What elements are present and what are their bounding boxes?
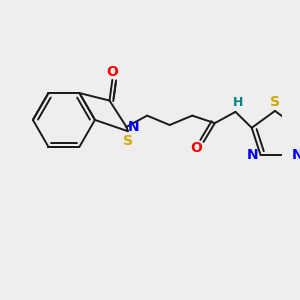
Text: N: N bbox=[246, 148, 258, 162]
Text: S: S bbox=[123, 134, 133, 148]
Text: S: S bbox=[270, 95, 280, 110]
Text: H: H bbox=[233, 96, 244, 109]
Text: O: O bbox=[106, 65, 118, 80]
Text: N: N bbox=[292, 148, 300, 162]
Text: O: O bbox=[190, 141, 202, 154]
Text: N: N bbox=[128, 120, 140, 134]
